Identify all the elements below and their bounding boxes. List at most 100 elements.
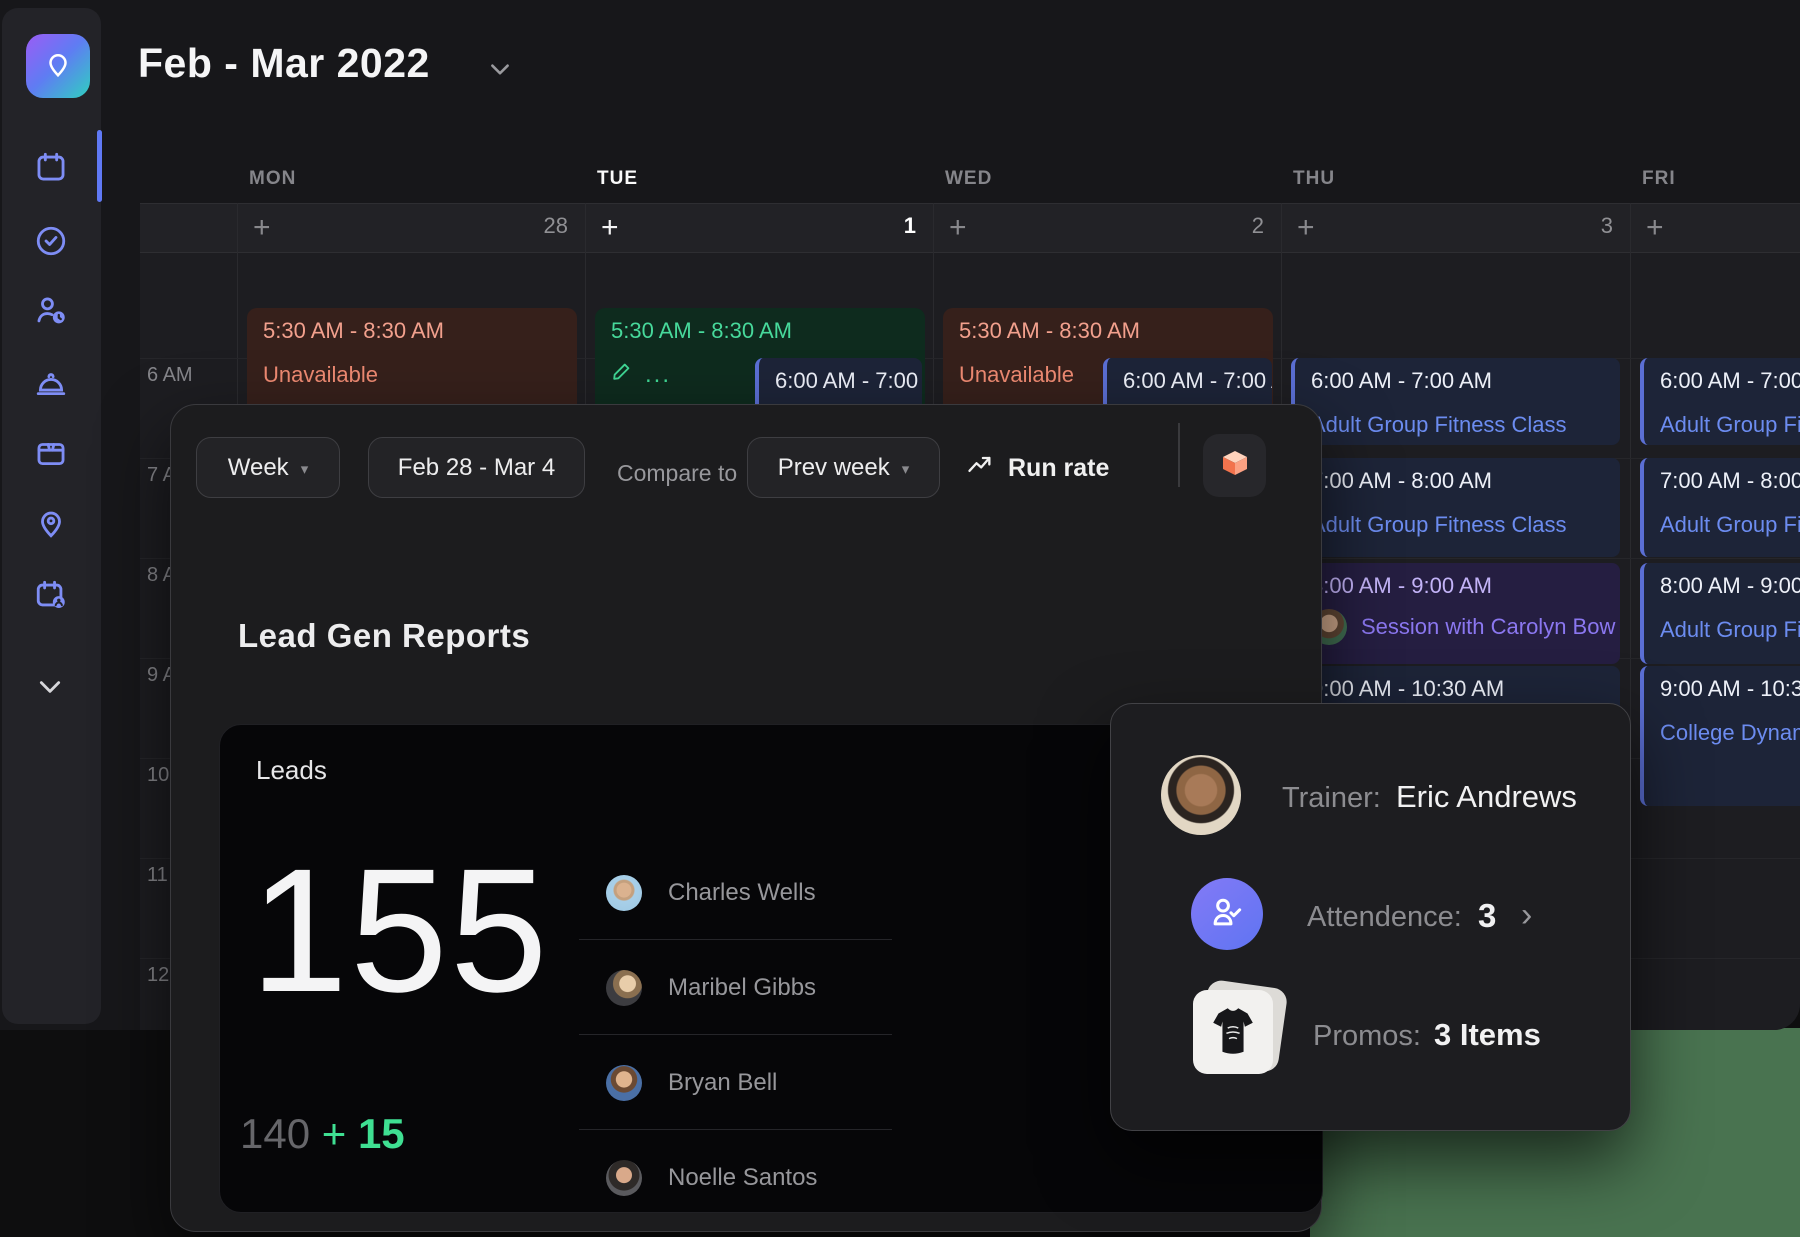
sidebar-item-services[interactable] [32,366,70,404]
person-check-icon [1208,893,1246,936]
event-time: 6:00 AM - 7:00 AM [1660,368,1800,393]
list-item[interactable]: Maribel Gibbs [606,970,816,1006]
grid-line [1630,203,1631,1030]
day-header-fri: FRI [1642,168,1676,189]
day-header-mon: MON [249,168,297,189]
lead-name: Maribel Gibbs [668,974,817,1001]
chevron-down-icon [487,64,513,84]
location-pin-logo-icon [43,49,73,84]
add-event-button[interactable]: + [601,211,619,244]
event-time: 5:30 AM - 8:30 AM [959,318,1140,343]
chevron-down-icon [37,677,63,702]
promo-thumbnail [1193,978,1289,1074]
toolbar-divider [1178,423,1180,487]
day-header-wed: WED [945,168,993,189]
date-range-button[interactable]: Feb 28 - Mar 4 [368,437,585,498]
list-item[interactable]: Bryan Bell [606,1065,777,1101]
attendance-value: 3 [1478,897,1497,934]
event-ellipsis: ... [645,360,672,388]
event-class[interactable]: 7:00 AM - 8:00 AM Adult Group Fitness Cl… [1640,458,1800,557]
avatar [606,1160,642,1196]
sidebar-item-client-hours[interactable] [32,294,70,332]
event-time: 7:00 AM - 8:00 AM [1311,468,1492,493]
compare-select-value: Prev week [777,453,890,481]
sidebar-item-calendar[interactable] [32,150,70,188]
event-title: College Dynamics [1660,720,1800,745]
compare-select[interactable]: Prev week ▾ [747,437,940,498]
calendar-user-icon [34,578,68,617]
date-number[interactable]: 3 [1600,213,1613,238]
report-app-button[interactable] [1203,434,1266,497]
event-title: Unavailable [263,362,378,387]
page-title: Feb - Mar 2022 [138,40,430,86]
event-title: Adult Group Fitness Class [1660,412,1800,437]
check-circle-icon [34,224,68,263]
sidebar-item-locations[interactable] [32,506,70,544]
lead-name: Bryan Bell [668,1069,778,1096]
event-session[interactable]: 8:00 AM - 9:00 AM Session with Carolyn B… [1291,563,1620,664]
session-details-popup: Trainer: Eric Andrews Attendence: 3 › Pr… [1110,703,1631,1131]
calendar-icon [34,150,68,189]
event-class[interactable]: 9:00 AM - 10:30 AM College Dynamics [1640,666,1800,806]
app-logo[interactable] [26,34,90,98]
title-dropdown-button[interactable] [487,60,513,85]
add-event-button[interactable]: + [1646,211,1664,244]
chevron-down-icon: ▾ [901,461,910,478]
event-time: 8:00 AM - 9:00 AM [1311,573,1492,598]
chevron-right-icon[interactable]: › [1521,896,1533,934]
list-item[interactable]: Noelle Santos [606,1160,817,1196]
list-item[interactable]: Charles Wells [606,875,816,911]
event-class[interactable]: 7:00 AM - 8:00 AM Adult Group Fitness Cl… [1291,458,1620,557]
trainer-name: Eric Andrews [1396,779,1577,814]
trending-up-icon [966,453,994,484]
event-title: Adult Group Fitness Class [1660,617,1800,642]
add-event-button[interactable]: + [253,211,271,244]
panel-heading: Lead Gen Reports [238,617,531,654]
leads-delta-sign: + [321,1110,347,1157]
sidebar-item-tasks[interactable] [32,224,70,262]
leads-label: Leads [256,755,327,785]
period-select-value: Week [227,453,289,481]
hour-label: 6 AM [147,364,193,386]
avatar [606,1065,642,1101]
promos-value: 3 Items [1434,1017,1541,1052]
sidebar-item-appointments[interactable] [32,578,70,616]
cube-3d-icon [1217,445,1253,486]
lead-name: Noelle Santos [668,1164,818,1191]
run-rate-label: Run rate [1008,454,1110,482]
day-header-tue: TUE [597,168,638,189]
attendance-badge [1191,878,1263,950]
event-class[interactable]: 8:00 AM - 9:00 AM Adult Group Fitness Cl… [1640,563,1800,664]
run-rate-toggle[interactable]: Run rate [966,453,1109,484]
event-class[interactable]: 6:00 AM - 7:00 AM Adult Group Fitness Cl… [1640,358,1800,445]
add-event-button[interactable]: + [1297,211,1315,244]
event-title: Session with Carolyn Bow [1361,614,1616,639]
event-class[interactable]: 6:00 AM - 7:00 AM Adult Group Fitness Cl… [1291,358,1620,445]
date-number[interactable]: 1 [903,213,916,238]
event-time: 9:00 AM - 10:30 AM [1311,676,1505,701]
date-number[interactable]: 28 [543,213,568,238]
person-clock-icon [34,294,68,333]
trainer-avatar [1161,755,1241,835]
sidebar-item-packages[interactable] [32,436,70,474]
event-title: Adult Group Fitness Class [1311,512,1567,537]
date-number[interactable]: 2 [1251,213,1264,238]
add-event-button[interactable]: + [949,211,967,244]
service-bell-icon [34,366,68,405]
list-divider [579,1129,892,1130]
promos-label: Promos: [1313,1020,1421,1052]
avatar [606,970,642,1006]
event-time: 5:30 AM - 8:30 AM [263,318,444,343]
period-select[interactable]: Week ▾ [196,437,340,498]
map-pin-icon [34,506,68,545]
event-title: Adult Group Fitness Class [1311,412,1567,437]
edit-pencil-icon[interactable] [611,360,633,389]
compare-to-label: Compare to [617,460,738,486]
active-nav-indicator [97,130,102,202]
sidebar-expand-button[interactable] [34,676,66,702]
leads-delta-value: 15 [357,1110,405,1157]
event-time: 9:00 AM - 10:30 AM [1660,676,1800,701]
tshirt-icon [1193,990,1273,1074]
package-box-icon [34,436,68,475]
all-day-row [140,203,1800,253]
